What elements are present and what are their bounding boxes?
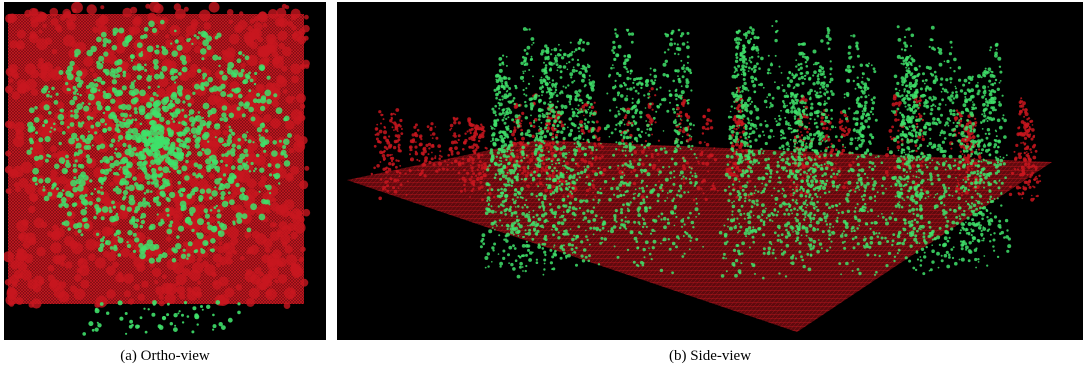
tree-green-points [479,20,1012,280]
caption-side-view: (b) Side-view [668,348,752,364]
tree-red-points [370,86,1042,202]
ortho-point-cloud [4,2,311,336]
vegetation-green-points [26,19,292,336]
side-point-cloud [347,20,1052,332]
caption-ortho-view: (a) Ortho-view [120,348,210,364]
side-view-image [337,2,1083,340]
ortho-view-image [4,2,326,340]
